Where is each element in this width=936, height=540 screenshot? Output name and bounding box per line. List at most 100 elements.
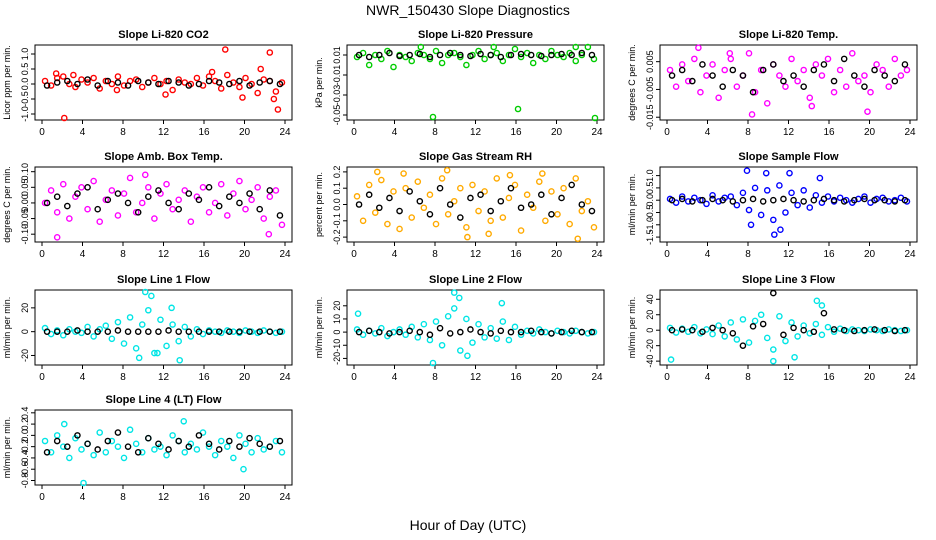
y-axis-label: kPa per min. [314, 57, 324, 108]
data-point [59, 73, 67, 80]
data-point [757, 311, 765, 319]
data-point [745, 339, 753, 346]
y-tick-label: -10 [332, 339, 342, 352]
data-point [678, 195, 686, 203]
data-point [365, 327, 373, 335]
x-tick-label: 12 [470, 249, 482, 260]
data-point [386, 49, 393, 57]
data-point [406, 188, 413, 195]
data-point [861, 72, 868, 79]
data-point [668, 326, 676, 334]
y-tick-label: -0.10 [20, 224, 30, 245]
data-point [47, 82, 55, 89]
y-tick-label: 0.0 [20, 429, 30, 442]
data-point [226, 80, 233, 88]
x-tick-label: 16 [823, 249, 835, 260]
panel-5: Slope Gas Stream RH percent per min. 0 4 8 12… [314, 151, 605, 260]
y-tick-label: 10 [332, 314, 342, 324]
data-point [365, 181, 373, 189]
data-point [800, 187, 807, 194]
data-point [373, 168, 381, 176]
data-point [145, 193, 152, 200]
panel-title: Slope Line 3 Flow [742, 274, 835, 286]
data-point [226, 328, 233, 335]
x-tick-label: 24 [279, 372, 291, 383]
data-point [790, 324, 797, 332]
y-tick-label: 0.01 [332, 46, 342, 64]
data-point [102, 322, 110, 330]
y-tick-label: -0.01 [332, 65, 342, 86]
data-point [124, 443, 132, 450]
data-point [443, 166, 451, 174]
data-point [517, 331, 525, 339]
data-point [426, 336, 434, 344]
data-point [548, 51, 555, 59]
x-tick-label: 4 [705, 372, 711, 383]
data-point [353, 193, 361, 200]
data-point [426, 331, 434, 339]
y-tick-label: 0.00 [20, 194, 30, 212]
x-tick-label: 24 [904, 249, 916, 260]
y-tick-label: 0 [332, 330, 342, 335]
data-point [175, 437, 182, 445]
data-point [426, 191, 434, 199]
data-point [108, 335, 116, 343]
x-tick-label: 8 [120, 249, 126, 260]
data-point [684, 77, 692, 85]
data-point [861, 83, 868, 90]
y-tick-label: 0 [645, 328, 655, 333]
y-tick-label: 0 [20, 329, 30, 334]
data-point [780, 195, 787, 203]
x-tick-label: 24 [591, 372, 603, 383]
data-point [800, 66, 807, 74]
data-point [94, 328, 101, 335]
data-point [272, 329, 280, 337]
data-point [477, 50, 484, 58]
data-point [74, 190, 81, 197]
data-point [450, 289, 458, 296]
data-point [124, 82, 132, 89]
x-tick-label: 0 [351, 372, 357, 383]
data-point [879, 66, 886, 74]
plot-frame [346, 166, 605, 243]
data-point [278, 221, 286, 229]
data-point [215, 328, 223, 335]
data-point [739, 342, 747, 349]
data-point [901, 196, 909, 204]
data-point [542, 328, 549, 336]
data-point [572, 175, 580, 182]
data-point [217, 437, 225, 445]
data-point [230, 328, 237, 335]
series-1 [666, 44, 911, 118]
y-tick-label: 0.4 [20, 407, 30, 420]
data-point [709, 61, 716, 68]
plot-frame [34, 166, 293, 243]
data-point [475, 320, 482, 328]
data-point [390, 63, 397, 71]
data-point [246, 82, 253, 89]
data-point [467, 194, 474, 202]
data-point [527, 51, 535, 59]
data-point [60, 420, 68, 428]
data-point [818, 302, 826, 309]
data-point [230, 454, 237, 462]
data-point [376, 204, 383, 212]
data-point [574, 235, 582, 243]
data-point [120, 454, 128, 462]
x-tick-label: 12 [470, 372, 482, 383]
x-tick-label: 12 [158, 492, 170, 503]
data-point [274, 106, 282, 113]
data-point [226, 437, 233, 445]
data-point [371, 209, 379, 216]
plot-frame [34, 289, 293, 366]
data-point [236, 177, 243, 185]
data-point [236, 83, 243, 91]
y-tick-label: 20 [20, 303, 30, 313]
data-point [800, 326, 807, 334]
data-point [165, 77, 172, 85]
data-point [126, 314, 134, 321]
data-point [386, 194, 393, 202]
data-point [266, 77, 274, 85]
y-tick-label: 0.2 [20, 418, 30, 431]
data-point [855, 195, 862, 203]
